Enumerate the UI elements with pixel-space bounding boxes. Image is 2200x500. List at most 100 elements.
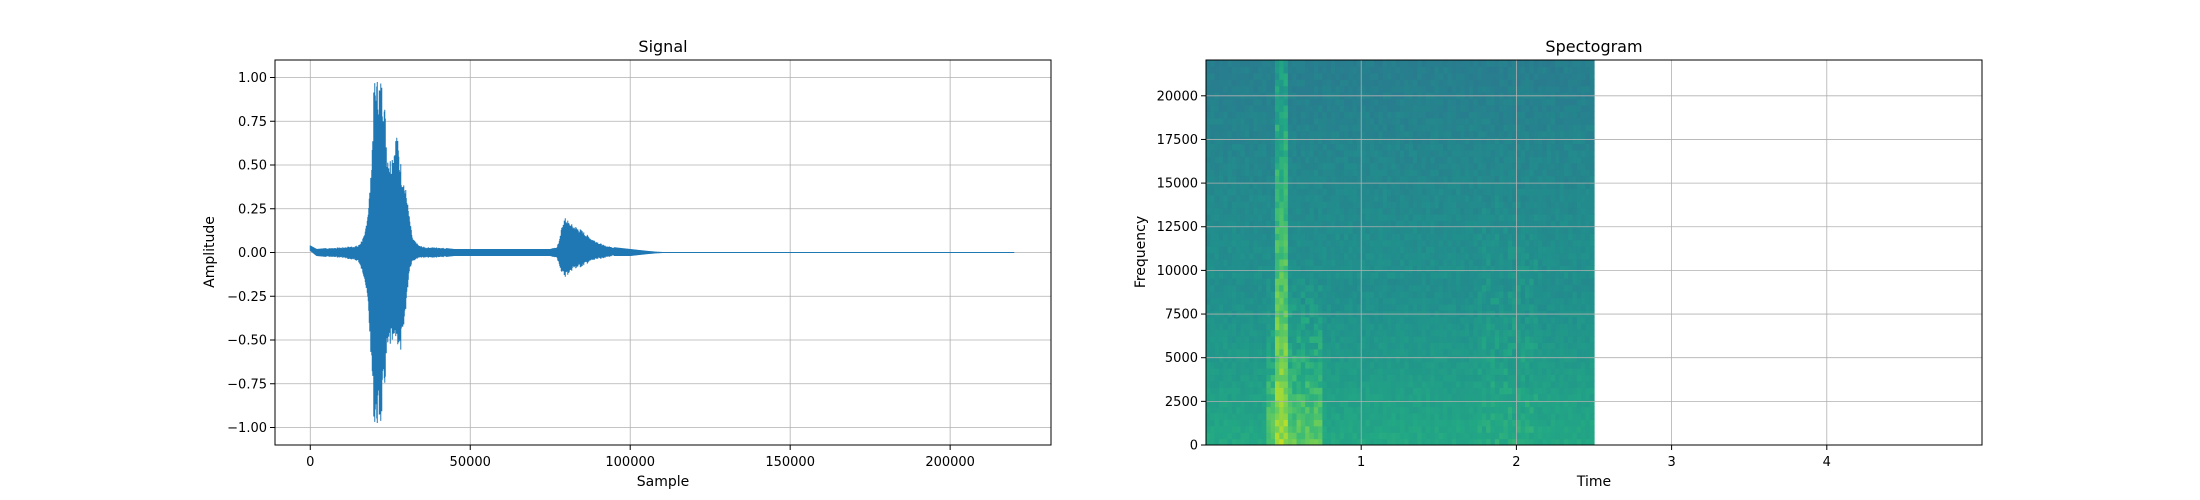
spectrogram-cell <box>1292 66 1298 74</box>
spectrogram-cell <box>1494 387 1500 395</box>
spectrogram-cell <box>1477 393 1483 401</box>
spectrogram-cell <box>1227 214 1233 222</box>
spectrogram-cell <box>1287 111 1293 119</box>
spectrogram-cell <box>1430 412 1436 420</box>
spectrogram-cell <box>1335 368 1341 376</box>
spectrogram-cell <box>1283 124 1289 132</box>
spectrogram-cell <box>1369 169 1375 177</box>
spectrogram-cell <box>1451 316 1457 324</box>
spectrogram-cell <box>1395 323 1401 331</box>
spectrogram-cell <box>1555 181 1561 189</box>
spectrogram-cell <box>1387 72 1392 80</box>
spectrogram-cell <box>1309 214 1315 222</box>
spectrogram-cell <box>1378 156 1384 164</box>
spectrogram-cell <box>1305 188 1311 196</box>
spectrogram-cell <box>1339 278 1345 286</box>
spectrogram-cell <box>1365 220 1371 228</box>
spectrogram-cell <box>1451 117 1457 125</box>
spectrogram-cell <box>1343 265 1349 273</box>
spectrogram-cell <box>1400 291 1405 299</box>
spectrogram-cell <box>1499 188 1505 196</box>
spectrogram-cell <box>1283 380 1289 388</box>
spectrogram-cell <box>1529 156 1535 164</box>
spectrogram-cell <box>1507 156 1513 164</box>
spectrogram-cell <box>1490 111 1496 119</box>
spectrogram-cell <box>1477 156 1483 164</box>
spectrogram-cell <box>1257 66 1263 74</box>
spectrogram-cell <box>1343 258 1349 266</box>
spectrogram-cell <box>1318 201 1323 209</box>
spectrogram-cell <box>1369 393 1375 401</box>
spectrogram-cell <box>1408 143 1414 151</box>
spectrogram-cell <box>1369 368 1375 376</box>
spectrogram-cell <box>1468 297 1474 305</box>
spectrogram-cell <box>1236 355 1242 363</box>
spectrogram-cell <box>1287 156 1293 164</box>
spectrogram-cell <box>1305 194 1311 202</box>
spectrogram-cell <box>1270 412 1276 420</box>
spectrogram-cell <box>1339 419 1345 427</box>
spectrogram-cell <box>1313 393 1319 401</box>
spectrogram-cell <box>1318 130 1323 138</box>
spectrogram-cell <box>1438 104 1444 112</box>
spectrogram-cell <box>1412 181 1418 189</box>
spectrogram-cell <box>1512 252 1517 260</box>
spectrogram-cell <box>1266 156 1272 164</box>
spectrogram-cell <box>1266 104 1272 112</box>
spectrogram-cell <box>1400 220 1405 228</box>
spectrogram-cell <box>1348 214 1354 222</box>
spectrogram-cell <box>1559 412 1565 420</box>
spectrogram-cell <box>1231 361 1237 369</box>
spectrogram-cell <box>1494 297 1500 305</box>
spectrogram-cell <box>1331 419 1336 427</box>
spectrogram-cell <box>1468 233 1474 241</box>
spectrogram-cell <box>1253 323 1259 331</box>
spectrogram-cell <box>1214 162 1220 170</box>
spectrogram-cell <box>1529 278 1535 286</box>
spectrogram-cell <box>1456 214 1461 222</box>
signal-x-tick-label: 100000 <box>605 455 655 470</box>
spectrogram-cell <box>1365 194 1371 202</box>
spectrogram-cell <box>1537 355 1543 363</box>
spectrogram-cell <box>1529 181 1535 189</box>
spectrogram-cell <box>1305 400 1311 408</box>
spectrogram-cell <box>1481 419 1487 427</box>
spectrogram-cell <box>1529 265 1535 273</box>
spectrogram-cell <box>1227 278 1233 286</box>
spectrogram-cell <box>1529 111 1535 119</box>
spectrogram-cell <box>1240 393 1246 401</box>
spectrogram-cell <box>1300 297 1306 305</box>
spectrogram-cell <box>1266 66 1272 74</box>
spectrogram-cell <box>1356 303 1362 311</box>
spectrogram-cell <box>1555 355 1561 363</box>
spectrogram-cell <box>1227 329 1233 337</box>
spectrogram-cell <box>1421 175 1427 183</box>
spectrogram-cell <box>1283 265 1289 273</box>
spectrogram-cell <box>1533 412 1539 420</box>
spectrogram-cell <box>1546 156 1552 164</box>
spectrogram-cell <box>1356 130 1362 138</box>
spectrogram-cell <box>1369 284 1375 292</box>
spectrogram-cell <box>1283 117 1289 125</box>
spectrogram-cell <box>1456 406 1461 414</box>
spectrogram-cell <box>1210 374 1216 382</box>
spectrogram-cell <box>1257 117 1263 125</box>
spectrogram-cell <box>1262 226 1267 234</box>
spectrogram-cell <box>1300 85 1306 93</box>
spectrogram-cell <box>1214 220 1220 228</box>
spectrogram-cell <box>1374 220 1380 228</box>
spectrogram-cell <box>1236 393 1242 401</box>
spectrogram-cell <box>1313 297 1319 305</box>
spectrogram-cell <box>1214 406 1220 414</box>
spectrogram-cell <box>1477 188 1483 196</box>
spectrogram-cell <box>1236 143 1242 151</box>
spectrogram-cell <box>1555 323 1561 331</box>
spectrogram-cell <box>1352 335 1358 343</box>
spectrogram-cell <box>1451 175 1457 183</box>
spectrogram-cell <box>1227 425 1233 433</box>
spectrogram-cell <box>1417 380 1423 388</box>
spectrogram-cell <box>1499 348 1505 356</box>
spectrogram-cell <box>1361 438 1367 445</box>
spectrogram-cell <box>1529 239 1535 247</box>
spectrogram-cell <box>1421 265 1427 273</box>
